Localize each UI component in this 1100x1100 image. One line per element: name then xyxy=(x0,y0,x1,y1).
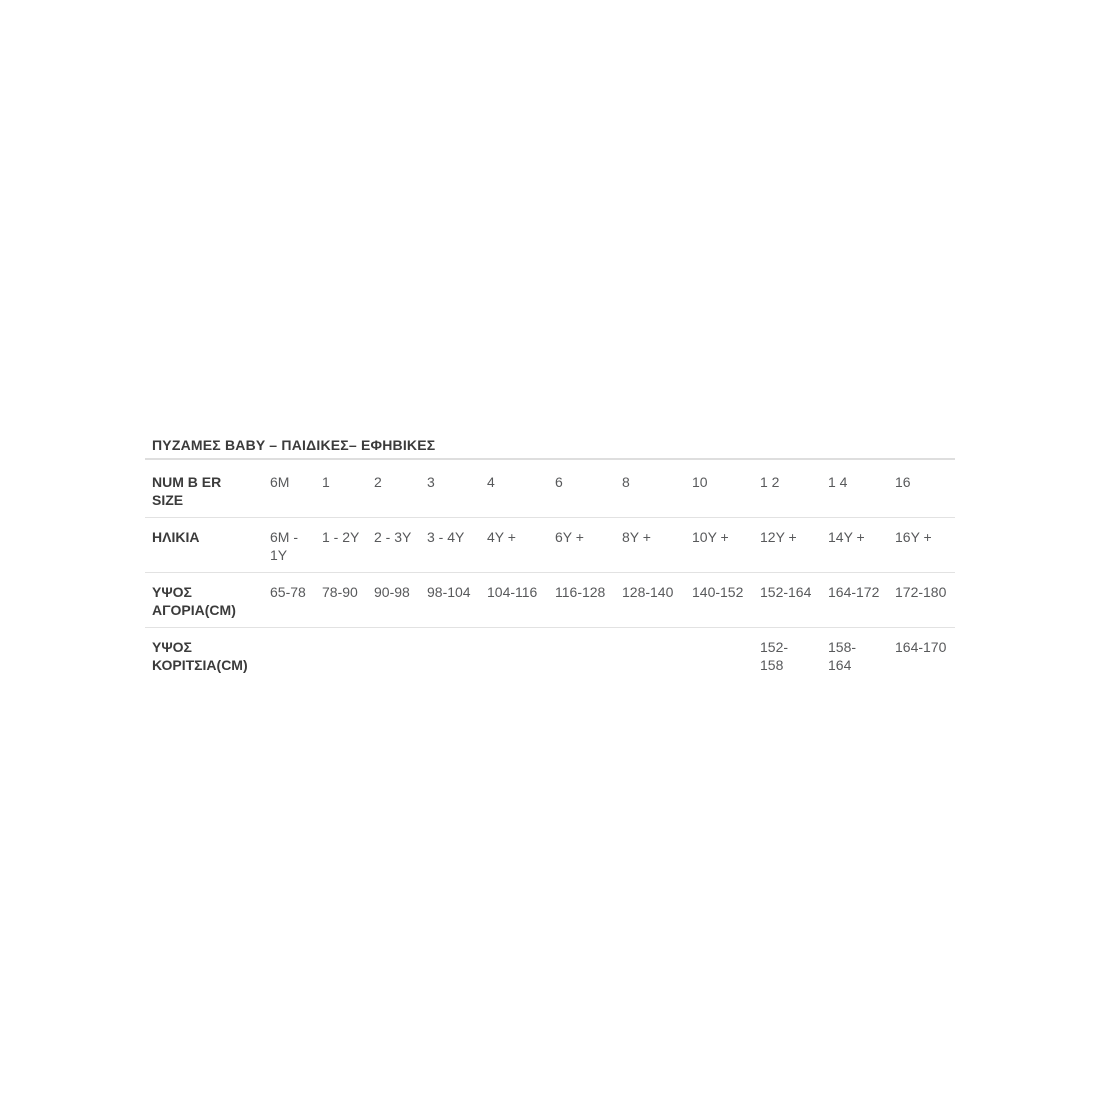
size-cell: 152- 158 xyxy=(760,639,789,673)
size-cell: 164-170 xyxy=(895,639,947,655)
size-cell: 116-128 xyxy=(548,572,615,628)
row-label: ΥΨΟΣ ΑΓΟΡΙΑ(CM) xyxy=(145,572,263,628)
size-cell xyxy=(263,628,315,683)
size-cell: 3 xyxy=(420,460,480,518)
size-cell: 1 xyxy=(315,460,367,518)
size-cell: 104-116 xyxy=(480,572,548,628)
size-cell: 1 4 xyxy=(821,460,888,518)
size-cell: 98-104 xyxy=(420,572,480,628)
size-cell: 8 xyxy=(615,460,685,518)
size-cell: 6M xyxy=(263,460,315,518)
size-cell: 1 2 xyxy=(753,460,821,518)
size-cell: 78-90 xyxy=(315,572,367,628)
size-cell xyxy=(315,628,367,683)
size-cell: 152-164 xyxy=(753,572,821,628)
size-cell xyxy=(480,628,548,683)
size-cell: 6 xyxy=(548,460,615,518)
size-cell: 158- 164 xyxy=(828,639,857,673)
size-cell: 1 - 2Y xyxy=(315,517,367,573)
size-cell: 2 - 3Y xyxy=(367,517,420,573)
table-row: ΥΨΟΣ ΑΓΟΡΙΑ(CM) 65-78 78-90 90-98 98-104 104-… xyxy=(145,572,955,628)
size-cell: 140-152 xyxy=(685,572,753,628)
size-cell: 90-98 xyxy=(367,572,420,628)
size-cell xyxy=(615,628,685,683)
size-cell: 164-172 xyxy=(821,572,888,628)
size-cell: 14Y + xyxy=(821,517,888,573)
size-chart-title: ΠΥΖΑΜΕΣ BABY – ΠΑΙΔΙΚΕΣ– ΕΦΗΒΙΚΕΣ xyxy=(145,436,955,460)
size-cell xyxy=(685,628,753,683)
table-row: ΥΨΟΣ ΚΟΡΙΤΣΙΑ(CM) 152- 158 158- 164 164-170 xyxy=(145,628,955,683)
size-chart: ΠΥΖΑΜΕΣ BABY – ΠΑΙΔΙΚΕΣ– ΕΦΗΒΙΚΕΣ NUM B … xyxy=(145,436,955,682)
size-cell: 16 xyxy=(888,460,955,518)
size-cell: 6M - 1Y xyxy=(263,517,315,573)
row-label: ΗΛΙΚΙΑ xyxy=(145,517,263,573)
row-label: NUM B ER SIZE xyxy=(145,460,263,518)
size-cell: 6Y + xyxy=(548,517,615,573)
size-cell xyxy=(548,628,615,683)
size-cell: 2 xyxy=(367,460,420,518)
size-cell: 172-180 xyxy=(888,572,955,628)
size-cell: 65-78 xyxy=(263,572,315,628)
size-cell: 4 xyxy=(480,460,548,518)
size-cell xyxy=(367,628,420,683)
size-cell: 3 - 4Y xyxy=(420,517,480,573)
size-cell: 16Y + xyxy=(888,517,955,573)
size-cell: 10Y + xyxy=(685,517,753,573)
size-cell xyxy=(420,628,480,683)
size-cell: 8Y + xyxy=(615,517,685,573)
size-cell: 128-140 xyxy=(615,572,685,628)
row-label: ΥΨΟΣ ΚΟΡΙΤΣΙΑ(CM) xyxy=(152,639,248,673)
table-row: ΗΛΙΚΙΑ 6M - 1Y 1 - 2Y 2 - 3Y 3 - 4Y 4Y +6Y +8… xyxy=(145,517,955,573)
size-cell: 12Y + xyxy=(753,517,821,573)
size-cell: 4Y + xyxy=(480,517,548,573)
size-cell: 10 xyxy=(685,460,753,518)
